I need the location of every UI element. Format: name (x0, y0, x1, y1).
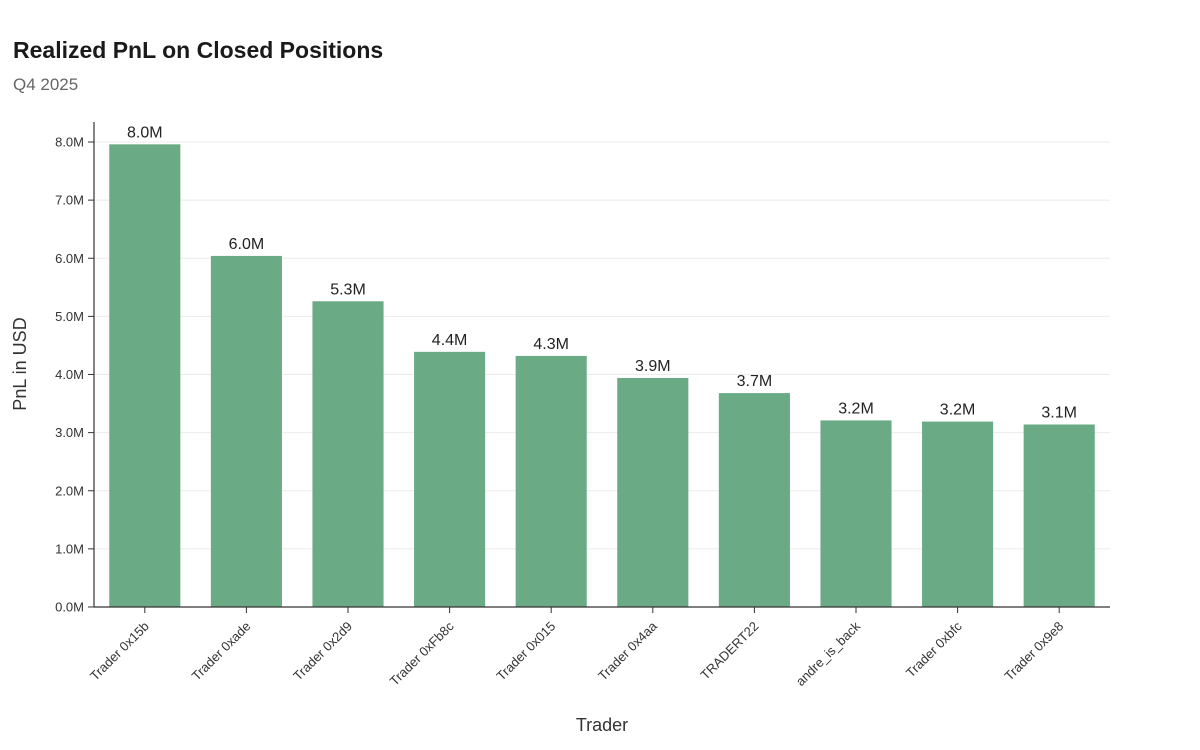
y-tick-label: 3.0M (55, 425, 84, 440)
bar[interactable] (820, 420, 892, 607)
bar-value-label: 4.4M (432, 332, 468, 349)
bar-value-label: 3.1M (1041, 404, 1077, 421)
y-tick-label: 6.0M (55, 251, 84, 266)
x-tick-label: Trader 0xFb8c (387, 618, 457, 688)
y-tick-label: 4.0M (55, 367, 84, 382)
bar-value-label: 5.3M (330, 281, 366, 298)
bar[interactable] (1023, 424, 1095, 607)
bar[interactable] (312, 301, 384, 607)
x-tick-label: Trader 0x015 (493, 619, 558, 684)
x-axis-title: Trader (576, 715, 628, 735)
x-tick-label: Trader 0xbfc (903, 618, 965, 680)
bar[interactable] (515, 355, 587, 607)
bar-value-label: 3.2M (838, 400, 874, 417)
x-tick-label: Trader 0x9e8 (1001, 619, 1066, 684)
bar[interactable] (109, 144, 181, 607)
bar-value-label: 3.7M (737, 373, 773, 390)
y-tick-label: 5.0M (55, 309, 84, 324)
y-tick-label: 2.0M (55, 483, 84, 498)
bar[interactable] (718, 393, 790, 607)
bar[interactable] (210, 255, 282, 608)
y-tick-label: 7.0M (55, 193, 84, 208)
x-tick-label: Trader 0xade (189, 619, 254, 684)
bar-value-label: 8.0M (127, 124, 163, 141)
x-tick-label: Trader 0x2d9 (290, 619, 355, 684)
y-axis: 0.0M 1.0M 2.0M 3.0M 4.0M 5.0M 6.0M 7.0M 8.0M (55, 122, 95, 615)
y-axis-title: PnL in USD (10, 317, 30, 410)
x-axis: Trader 0x15b Trader 0xade Trader 0x2d9 Trad… (87, 606, 1110, 689)
bar-value-label: 6.0M (229, 236, 265, 253)
chart-title: Realized PnL on Closed Positions (13, 37, 384, 63)
bars (109, 144, 1095, 608)
bar[interactable] (922, 421, 994, 607)
bar[interactable] (414, 351, 486, 607)
bar-value-label: 3.2M (940, 402, 976, 419)
y-tick-label: 0.0M (55, 600, 84, 615)
y-tick-label: 1.0M (55, 541, 84, 556)
bar-value-label: 3.9M (635, 358, 671, 375)
bar-value-label: 4.3M (533, 336, 569, 353)
bar[interactable] (617, 377, 689, 607)
x-tick-label: TRADERT22 (697, 619, 761, 683)
x-tick-label: andre_is_back (793, 618, 864, 689)
data-labels: 8.0M 6.0M 5.3M 4.4M 4.3M 3.9M 3.7M 3.2M 3.2M 3.1M (127, 124, 1077, 421)
x-tick-label: Trader 0x4aa (595, 618, 660, 683)
chart-subtitle: Q4 2025 (13, 75, 79, 94)
x-tick-label: Trader 0x15b (87, 619, 152, 684)
y-tick-label: 8.0M (55, 135, 84, 150)
